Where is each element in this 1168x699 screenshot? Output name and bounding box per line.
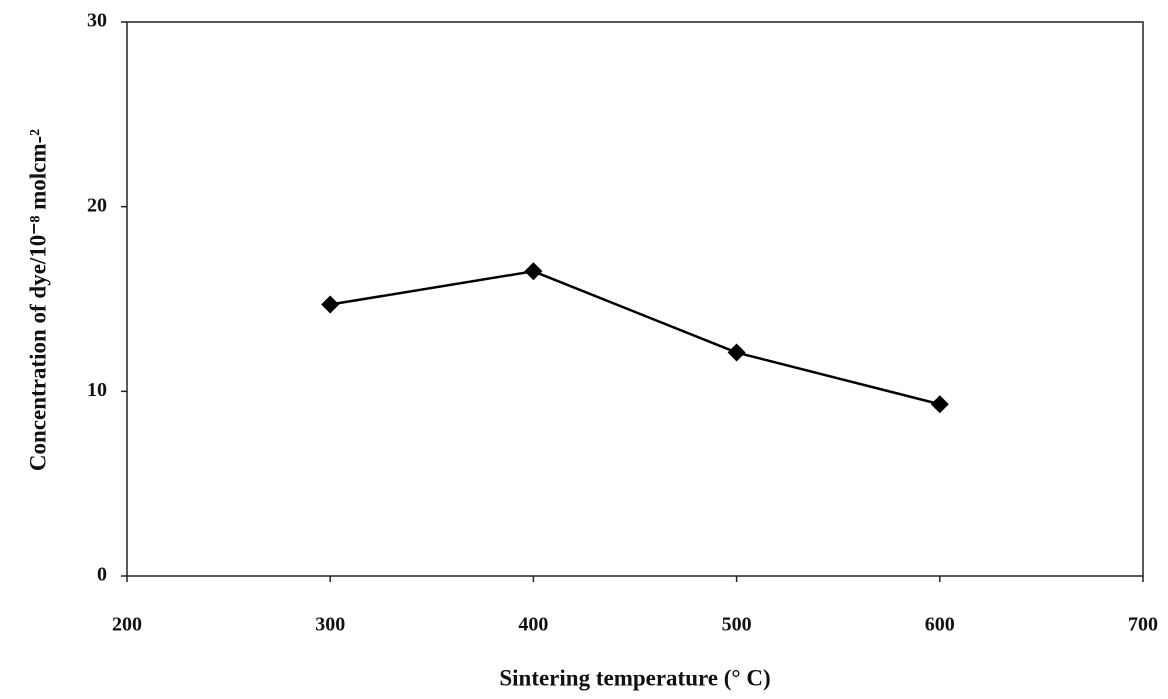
marker bbox=[930, 395, 949, 414]
x-tick-label: 500 bbox=[722, 614, 752, 636]
x-tick-label: 300 bbox=[315, 614, 345, 636]
y-tick-label: 10 bbox=[87, 379, 107, 401]
marker bbox=[524, 262, 543, 281]
y-tick-label: 20 bbox=[87, 194, 107, 216]
x-tick-label: 400 bbox=[518, 614, 548, 636]
y-tick-label: 30 bbox=[87, 10, 107, 32]
x-tick-label: 700 bbox=[1128, 614, 1158, 636]
x-tick-label: 600 bbox=[925, 614, 955, 636]
y-axis-title: Concentration of dye/10⁻⁸ molcm-² bbox=[25, 129, 50, 471]
marker bbox=[321, 295, 340, 314]
x-tick-label: 200 bbox=[112, 614, 142, 636]
marker bbox=[727, 343, 746, 362]
line bbox=[329, 270, 941, 406]
plot-frame bbox=[126, 21, 1144, 577]
x-axis-title: Sintering temperature (° C) bbox=[499, 665, 770, 690]
y-tick-label: 0 bbox=[97, 564, 107, 586]
